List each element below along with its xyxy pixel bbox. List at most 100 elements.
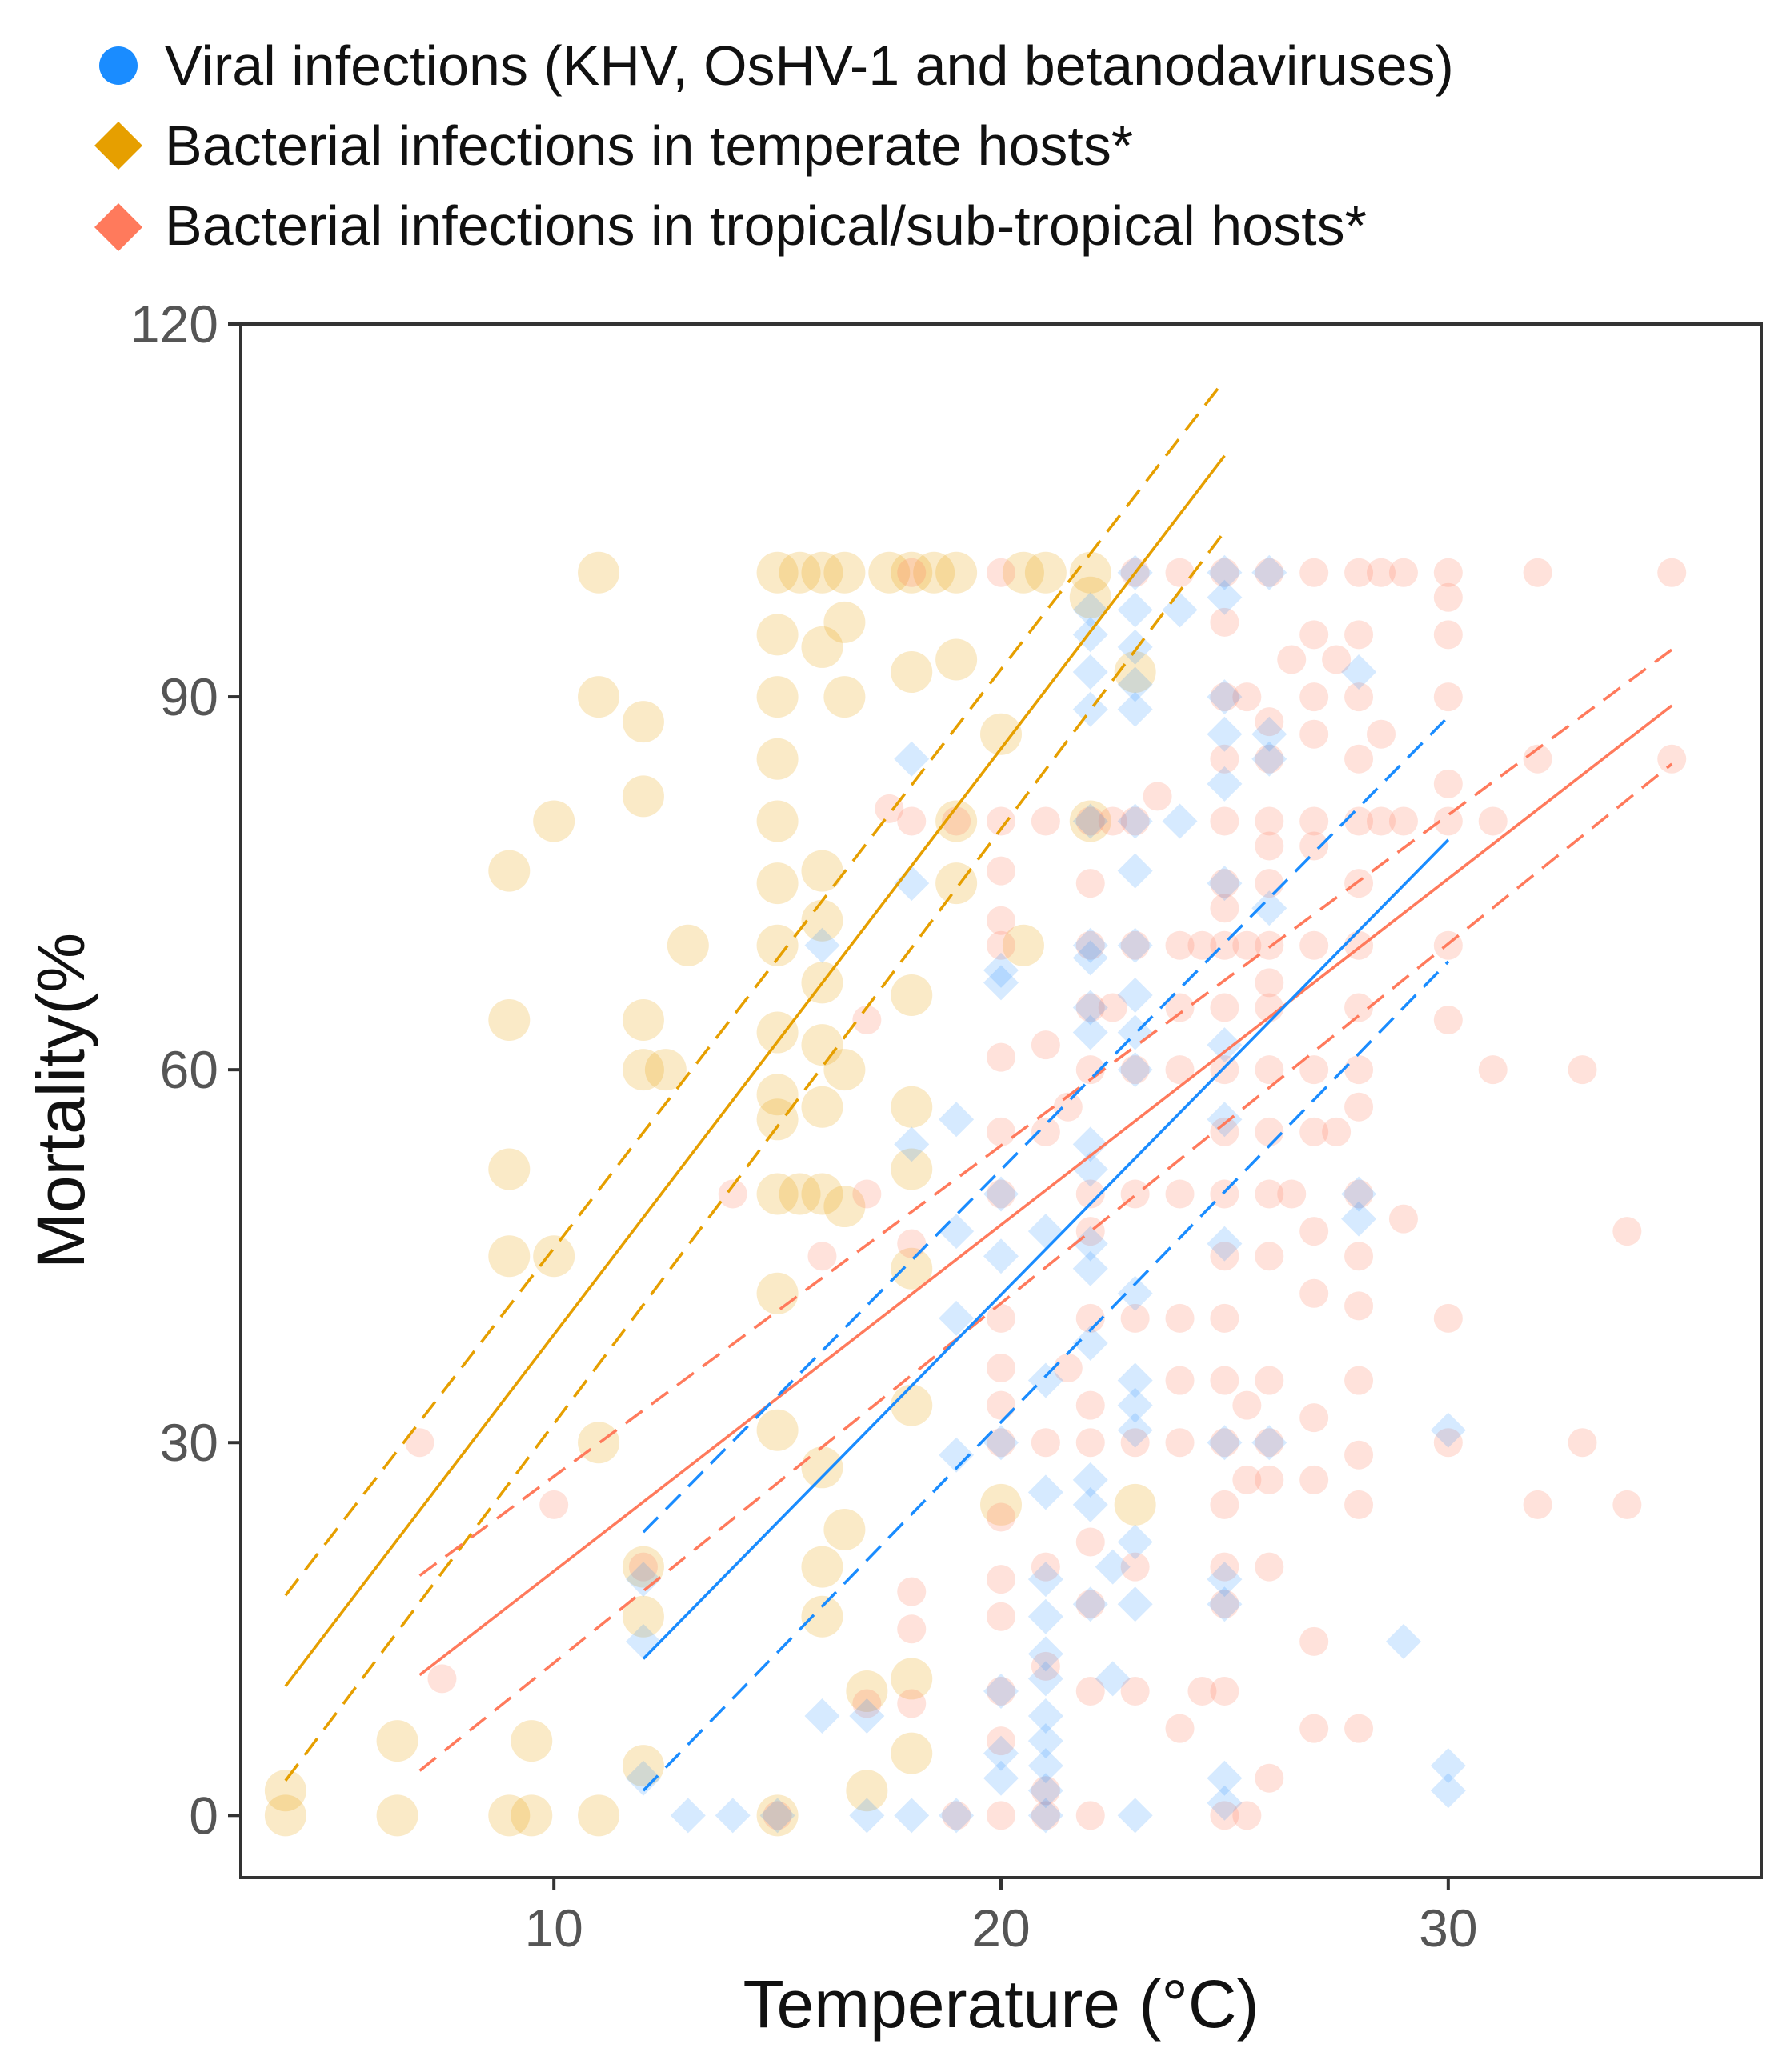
- y-tick-label-0: 0: [189, 1786, 218, 1845]
- data-point: [1210, 1428, 1239, 1458]
- data-point: [1277, 645, 1307, 674]
- data-point: [1210, 1801, 1239, 1830]
- data-point: [1031, 1030, 1060, 1060]
- data-point: [1251, 554, 1287, 590]
- data-point: [1210, 1303, 1239, 1333]
- data-point: [1299, 1403, 1329, 1433]
- data-point: [622, 1546, 664, 1588]
- data-point: [1072, 1226, 1108, 1262]
- data-point: [1031, 1801, 1060, 1830]
- data-point: [1478, 806, 1508, 836]
- data-point: [987, 1428, 1015, 1458]
- data-point: [405, 1428, 434, 1458]
- data-point: [1299, 719, 1329, 749]
- data-point: [897, 1577, 927, 1606]
- data-point: [823, 601, 866, 643]
- data-point: [1210, 1242, 1239, 1271]
- data-point: [622, 701, 664, 743]
- data-point: [897, 1614, 927, 1644]
- data-point: [852, 1006, 882, 1035]
- data-point: [1255, 558, 1284, 587]
- data-point: [1207, 1760, 1243, 1796]
- data-point: [1255, 831, 1284, 861]
- data-point: [1117, 1586, 1153, 1622]
- data-point: [1299, 1626, 1329, 1656]
- data-point: [1165, 1179, 1195, 1209]
- data-point: [533, 800, 575, 842]
- data-point: [891, 1086, 933, 1128]
- data-point: [1430, 1773, 1466, 1809]
- y-axis-title: Mortality(%: [23, 933, 98, 1269]
- data-point: [939, 1300, 975, 1336]
- data-point: [1187, 930, 1217, 960]
- data-point: [1072, 927, 1108, 963]
- data-point: [1344, 744, 1374, 774]
- data-point: [1027, 1562, 1063, 1598]
- data-point: [1523, 744, 1552, 774]
- data-point: [1430, 1748, 1466, 1784]
- data-point: [1210, 1590, 1239, 1619]
- data-point: [1072, 691, 1108, 727]
- data-point: [763, 1801, 792, 1830]
- data-point: [1612, 1217, 1642, 1246]
- data-point: [1210, 744, 1239, 774]
- data-point: [1031, 1651, 1060, 1681]
- data-point: [939, 1437, 975, 1473]
- data-point: [1075, 1055, 1105, 1085]
- data-point: [1210, 1179, 1239, 1209]
- data-point: [1027, 1773, 1063, 1809]
- data-point: [1207, 1226, 1243, 1262]
- y-tick-label-90: 90: [160, 667, 218, 726]
- data-point: [1299, 558, 1329, 587]
- data-point: [1072, 940, 1108, 976]
- data-point: [801, 899, 843, 942]
- data-point: [1117, 1275, 1153, 1311]
- data-point: [1344, 1440, 1374, 1470]
- data-point: [1075, 869, 1105, 898]
- data-point: [1210, 1055, 1239, 1085]
- fit-line: [284, 454, 1226, 1687]
- data-point: [1162, 592, 1198, 628]
- data-point: [1098, 806, 1127, 836]
- data-point: [1433, 558, 1463, 587]
- data-point: [578, 551, 620, 594]
- data-point: [801, 1546, 843, 1588]
- data-point: [1072, 1486, 1108, 1522]
- data-point: [1117, 691, 1153, 727]
- data-point: [1117, 927, 1153, 963]
- data-point: [1210, 558, 1239, 587]
- data-point: [1027, 1698, 1063, 1734]
- data-point: [1075, 993, 1105, 1022]
- data-point: [1388, 1204, 1418, 1234]
- data-point: [1143, 782, 1172, 811]
- data-point: [1207, 1102, 1243, 1138]
- data-point: [1031, 1552, 1060, 1582]
- data-point: [759, 1798, 795, 1834]
- data-point: [983, 1735, 1019, 1771]
- axis-ticks: 10 20 30 0 30 60 90 120: [130, 294, 1478, 1958]
- data-point: [578, 1794, 620, 1837]
- data-point: [1031, 1776, 1060, 1806]
- data-point: [1120, 1676, 1150, 1706]
- data-point: [1255, 1465, 1284, 1494]
- data-point: [1053, 1092, 1083, 1122]
- data-point: [1095, 1661, 1131, 1697]
- data-point: [1207, 579, 1243, 615]
- data-point: [1344, 1092, 1374, 1122]
- fit-line: [418, 704, 1673, 1677]
- data-point: [894, 1126, 930, 1162]
- data-point: [1165, 558, 1195, 587]
- data-point: [1255, 707, 1284, 737]
- data-point: [891, 1148, 933, 1190]
- data-point: [1299, 682, 1329, 712]
- data-point: [891, 1247, 933, 1290]
- data-point: [1251, 1425, 1287, 1461]
- data-point: [1232, 930, 1262, 960]
- legend: Viral infections (KHV, OsHV-1 and betano…: [94, 34, 1454, 257]
- data-point: [1232, 1390, 1262, 1420]
- data-point: [1255, 744, 1284, 774]
- data-point: [1117, 1798, 1153, 1834]
- data-point: [1027, 1636, 1063, 1672]
- data-point: [1251, 741, 1287, 777]
- data-point: [1120, 1552, 1150, 1582]
